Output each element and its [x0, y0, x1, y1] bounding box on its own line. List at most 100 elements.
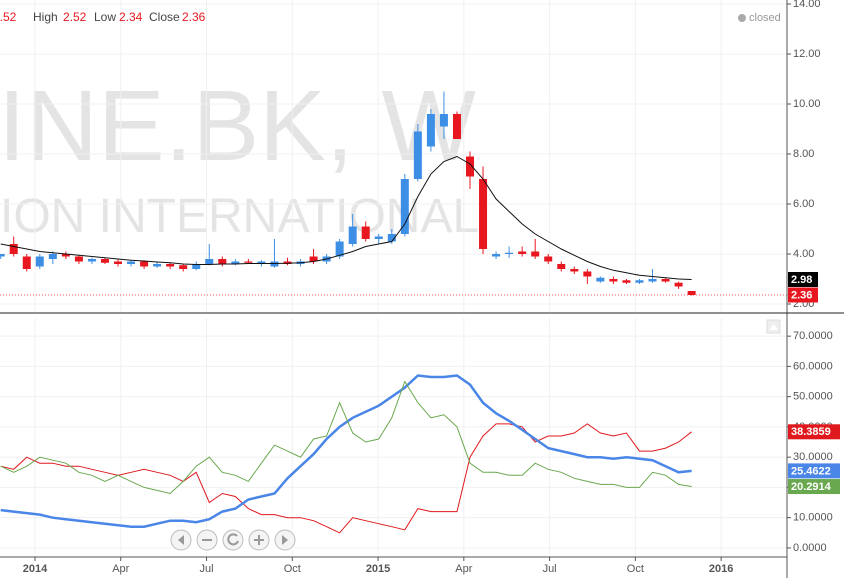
candle-body [192, 264, 201, 269]
x-tick-label: Apr [455, 563, 472, 575]
candle-body [257, 261, 266, 264]
last-value-label: 2.36 [791, 289, 812, 301]
candle-body [61, 254, 70, 257]
candle-body [687, 291, 696, 295]
candle-body [283, 261, 292, 264]
candle-body [0, 254, 5, 257]
candle-body [452, 114, 461, 139]
right-icon [282, 535, 288, 545]
candle-body [35, 256, 44, 267]
pane-button[interactable] [766, 319, 781, 334]
candle-body [387, 234, 396, 242]
x-tick-label: 2015 [366, 563, 390, 575]
candle-body [348, 226, 357, 244]
candle-body [205, 259, 214, 264]
candle-body [505, 252, 514, 254]
candle-body [661, 279, 670, 282]
indicator-line [0, 380, 692, 495]
y-tick-label: 8.00 [793, 148, 814, 160]
candle-body [140, 261, 149, 267]
candle-body [48, 254, 57, 259]
candle-body [466, 156, 475, 177]
candle-body [635, 280, 644, 283]
candle-body [622, 280, 631, 283]
candle-body [335, 241, 344, 257]
status: closed [749, 12, 781, 24]
last-value-box [788, 287, 818, 303]
last-value-box [788, 272, 818, 287]
maximize-icon [769, 324, 778, 330]
last-value-box [788, 463, 840, 479]
high-value: 2.52 [63, 10, 87, 24]
header: 2.52 High 2.52 Low 2.34 Close 2.36 close… [0, 10, 781, 24]
last-value-label: 25.4622 [791, 465, 831, 477]
candle-body [309, 256, 318, 262]
labels: 2.004.006.008.0010.0012.0014.000.000010.… [23, 0, 840, 575]
candle-body [166, 264, 175, 267]
candle-body [492, 254, 501, 257]
left-icon [178, 535, 184, 545]
last-value-box [788, 479, 840, 495]
close-label: Close [149, 10, 180, 24]
candle-body [596, 277, 605, 282]
y-tick-label: 10.00 [793, 98, 821, 110]
candle-body [439, 114, 448, 127]
x-tick-label: 2014 [23, 563, 48, 575]
candle-body [426, 114, 435, 147]
candle-body [22, 256, 31, 269]
y-tick-label: 0.0000 [793, 542, 827, 554]
candle-body [218, 259, 227, 264]
reset-button[interactable] [222, 529, 244, 551]
candle-body [570, 269, 579, 272]
candle-body [413, 131, 422, 179]
y-tick-label: 70.0000 [793, 330, 833, 342]
candle-body [74, 256, 83, 262]
candle-body [609, 279, 618, 282]
grid [0, 0, 787, 557]
y-tick-label: 4.00 [793, 248, 814, 260]
open-value: 2.52 [0, 10, 17, 24]
x-tick-label: Oct [627, 563, 644, 575]
indicator-line [0, 423, 692, 534]
low-value: 2.34 [119, 10, 143, 24]
candle-body [518, 251, 527, 254]
candle-body [100, 259, 109, 263]
candle-body [153, 264, 162, 267]
x-tick-label: Jul [543, 563, 557, 575]
candle-body [87, 259, 96, 262]
reset-icon [227, 533, 239, 546]
high-label: High [33, 10, 58, 24]
x-tick-label: Apr [112, 563, 129, 575]
candle-body [557, 264, 566, 269]
background: INE.BK, W ION INTERNATIONAL [0, 70, 479, 243]
x-tick-label: Jul [199, 563, 213, 575]
last-value-label: 20.2914 [791, 481, 832, 493]
y-tick-label: 50.0000 [793, 391, 833, 403]
watermark-name: ION INTERNATIONAL [0, 190, 479, 243]
y-tick-label: 12.00 [793, 48, 821, 60]
candle-body [648, 279, 657, 282]
last-value-box [788, 424, 840, 440]
x-tick-label: Oct [284, 563, 301, 575]
candle-body [9, 244, 18, 254]
candle-body [114, 261, 123, 264]
candle-body [361, 226, 370, 239]
y-tick-label: 6.00 [793, 198, 814, 210]
indicator-line [0, 374, 692, 528]
last-value-label: 38.3859 [791, 426, 831, 438]
navigation [168, 528, 298, 552]
candle-body [127, 261, 136, 264]
candle-body [231, 261, 240, 264]
candle-body [244, 261, 253, 263]
candle-body [531, 251, 540, 257]
candle-body [544, 256, 553, 262]
y-tick-label: 10.0000 [793, 512, 833, 524]
candle-body [374, 236, 383, 239]
close-value: 2.36 [182, 10, 206, 24]
watermark-symbol: INE.BK, W [0, 70, 476, 182]
candle-body [674, 282, 683, 287]
x-tick-label: 2016 [709, 563, 733, 575]
candle-body [400, 179, 409, 234]
marks [0, 91, 787, 534]
